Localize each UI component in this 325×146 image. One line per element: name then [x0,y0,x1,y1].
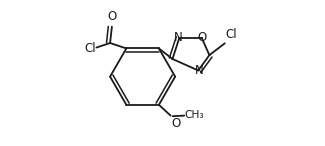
Text: O: O [107,10,116,23]
Text: Cl: Cl [225,28,237,41]
Text: O: O [171,117,181,130]
Text: O: O [197,31,206,44]
Text: Cl: Cl [84,42,96,55]
Text: N: N [195,64,203,77]
Text: CH₃: CH₃ [185,110,204,120]
Text: N: N [174,31,183,44]
